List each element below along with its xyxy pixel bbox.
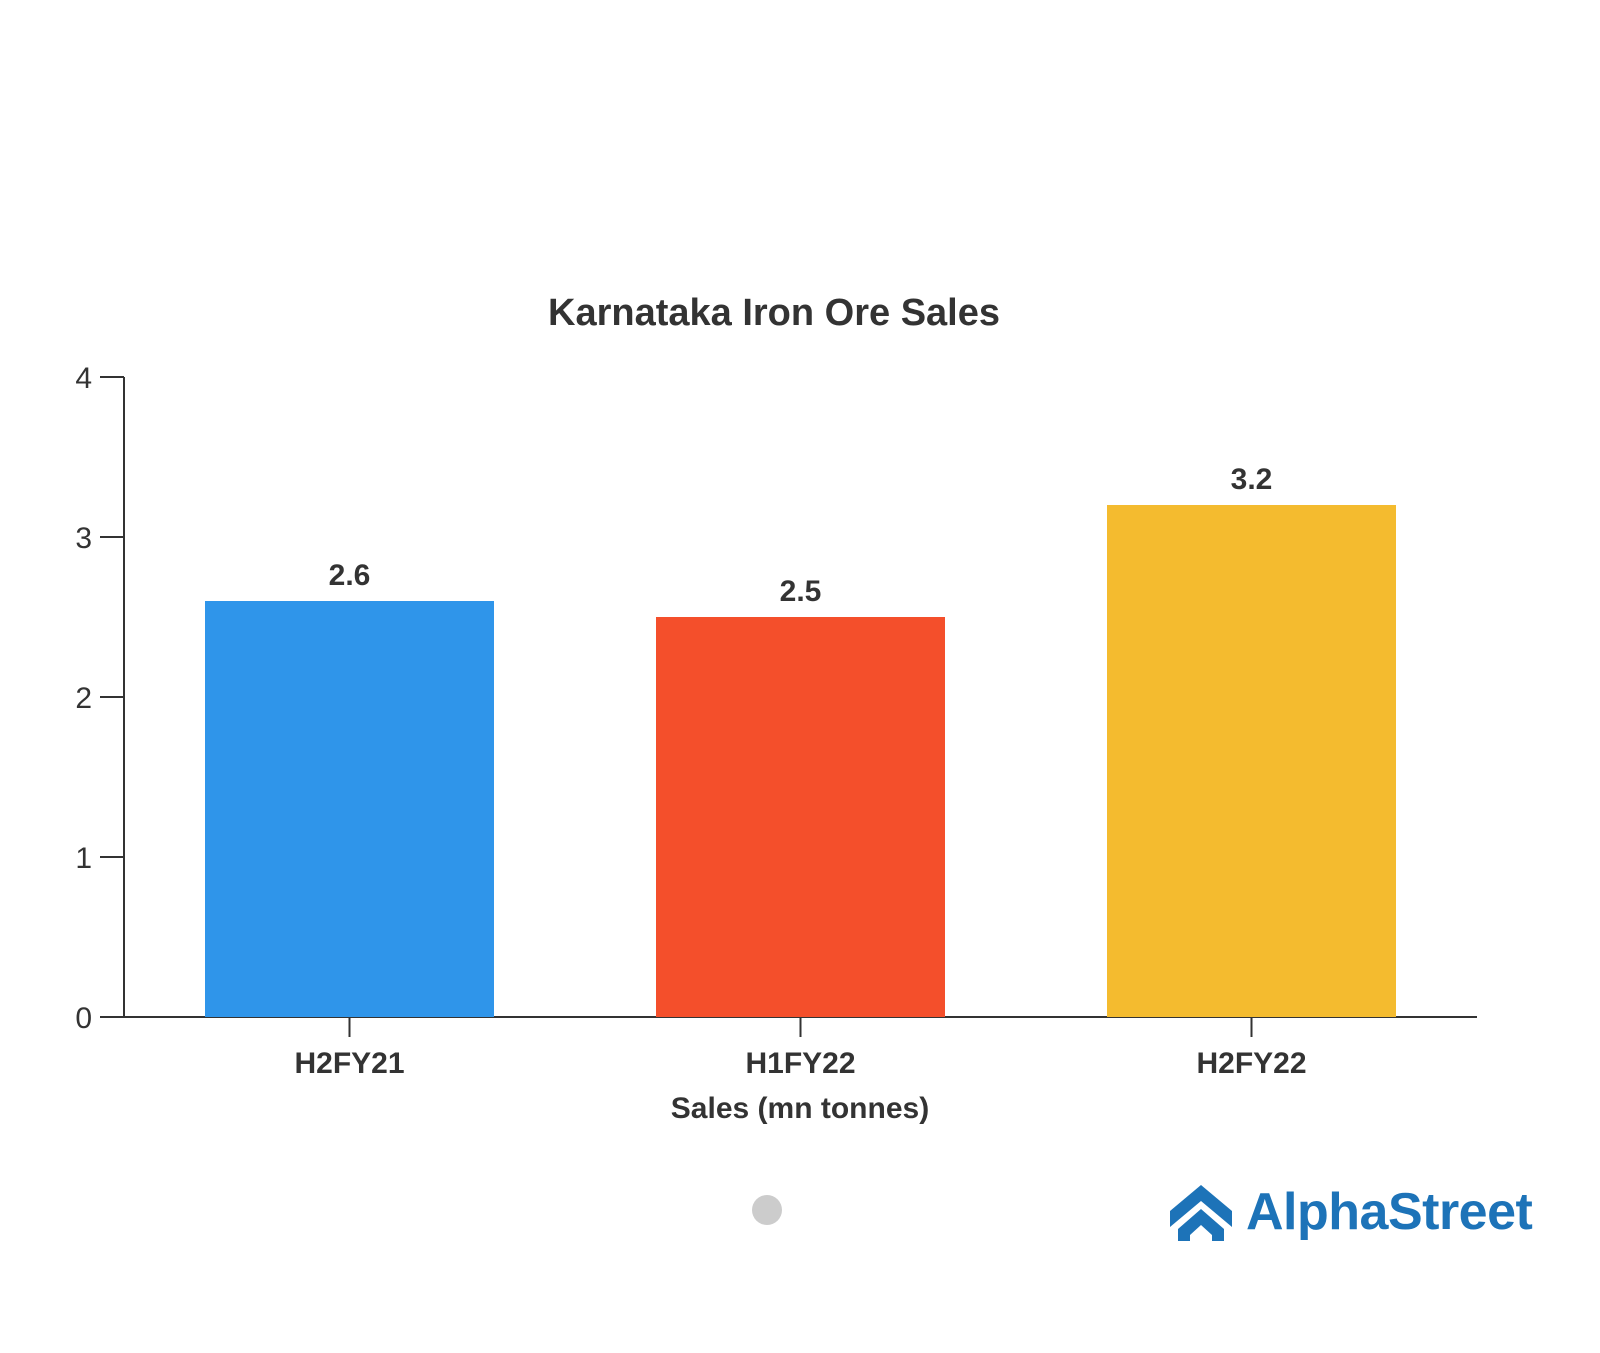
y-tick-label: 0 [75,1002,92,1035]
data-labels: 2.6 2.5 3.2 [329,463,1273,608]
y-tick-label: 2 [75,682,92,715]
x-tick-label: H2FY21 [294,1047,404,1080]
chart-title: Karnataka Iron Ore Sales [548,292,1000,334]
brand-name: AlphaStreet [1246,1183,1533,1241]
y-tick-label: 1 [75,842,92,875]
x-tick-label: H2FY22 [1196,1047,1306,1080]
y-tick-label: 3 [75,522,92,555]
pager-dot[interactable] [752,1195,782,1225]
x-axis: H2FY21 H1FY22 H2FY22 [124,1016,1477,1080]
x-tick-label: H1FY22 [745,1047,855,1080]
bar-value-label: 2.5 [780,575,822,608]
alphastreet-logo-icon [1170,1185,1232,1241]
bar-value-label: 3.2 [1231,463,1273,496]
bar [1107,505,1396,1017]
x-axis-title: Sales (mn tonnes) [671,1092,929,1125]
bar-value-label: 2.6 [329,559,371,592]
bar [205,601,494,1017]
bar [656,617,945,1017]
alphastreet-brand: AlphaStreet [1168,1180,1533,1244]
bars [205,505,1396,1017]
y-axis: 0 1 2 3 4 [75,362,125,1035]
y-tick-label: 4 [75,362,92,395]
